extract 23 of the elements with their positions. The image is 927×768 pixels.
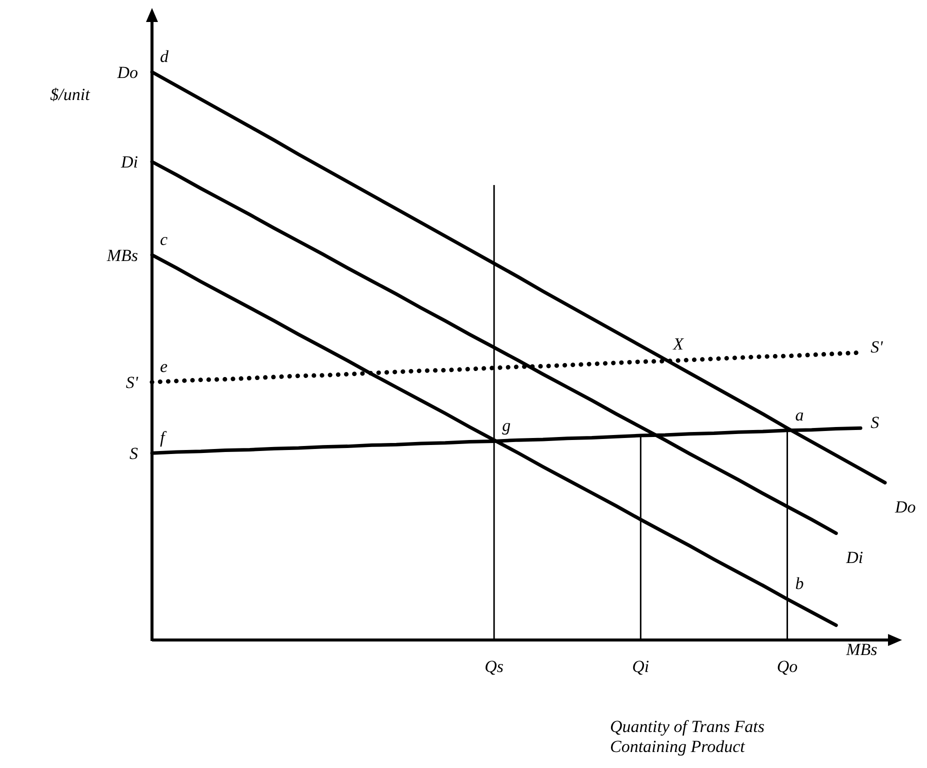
annotation: a bbox=[795, 405, 804, 424]
annotation: e bbox=[160, 357, 168, 376]
annotation: d bbox=[160, 47, 169, 66]
text: S' bbox=[126, 373, 138, 392]
x-tick-label: Qo bbox=[776, 657, 798, 676]
text: MBs bbox=[106, 246, 138, 265]
annotation: b bbox=[795, 574, 804, 594]
series-label: S bbox=[870, 413, 880, 432]
series-label: Di bbox=[120, 152, 138, 172]
text: Do bbox=[895, 498, 916, 517]
x-axis-title: Quantity of Trans Fats Containing Product bbox=[610, 717, 765, 756]
series-label: S' bbox=[870, 338, 884, 357]
legend-label: MBs bbox=[845, 640, 878, 660]
annotation: c bbox=[160, 230, 168, 249]
text: Di bbox=[846, 548, 864, 568]
text: S bbox=[130, 444, 138, 464]
x-tick-label: Qi bbox=[632, 657, 650, 676]
annotation: X bbox=[672, 334, 684, 354]
annotation: g bbox=[502, 416, 511, 436]
x-tick-label: Qs bbox=[484, 657, 504, 676]
annotation: f bbox=[160, 428, 167, 448]
series-label: Do bbox=[116, 63, 138, 82]
y-axis-title: $/unit bbox=[50, 85, 92, 104]
